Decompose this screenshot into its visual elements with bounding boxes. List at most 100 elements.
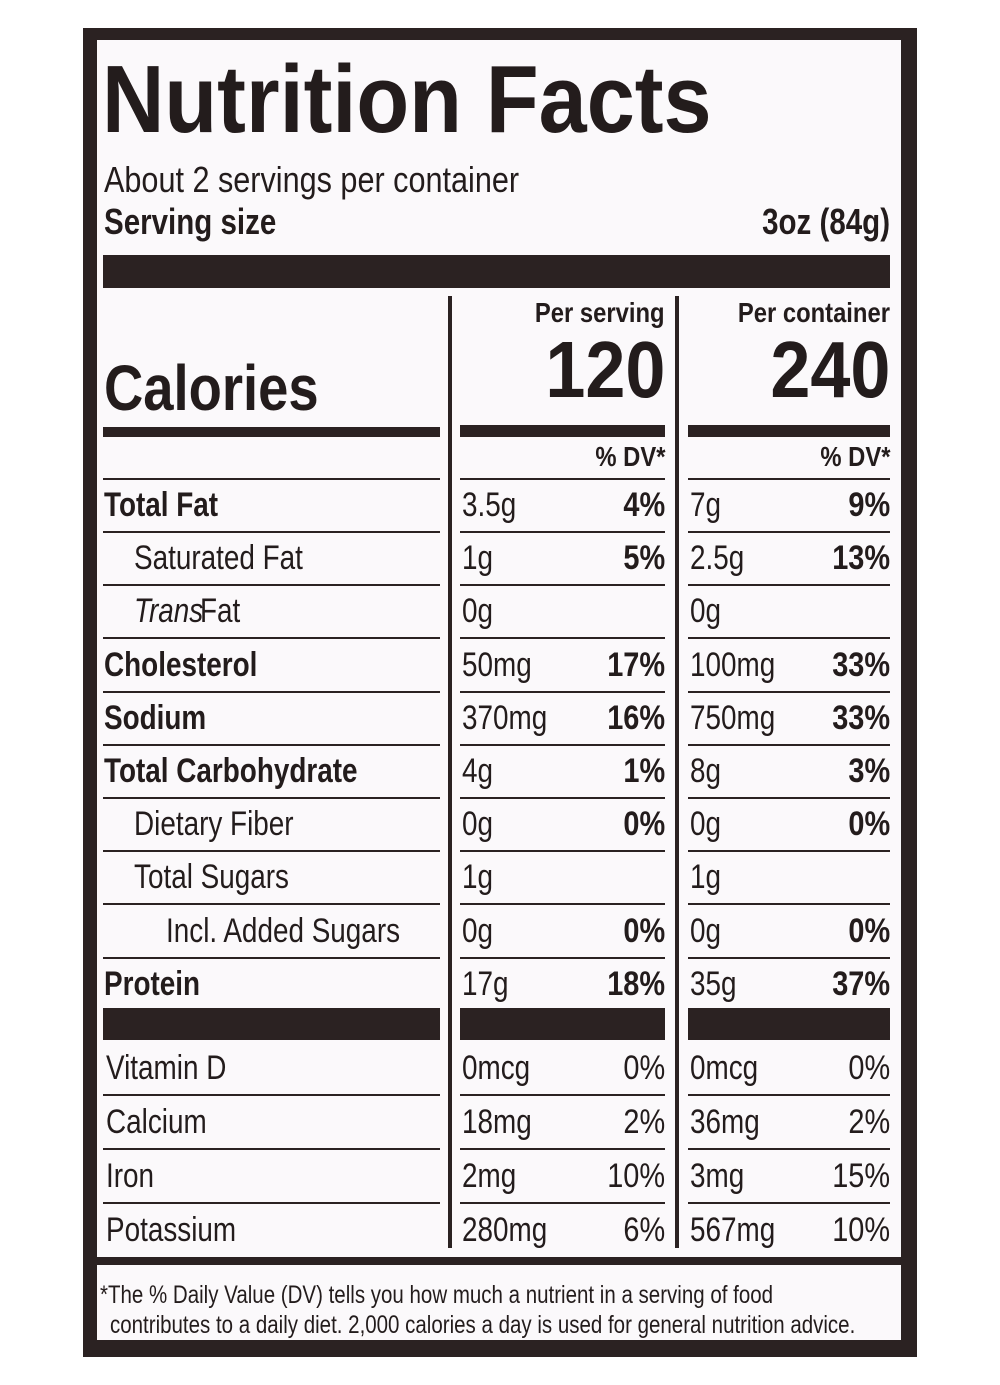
thick-rule: [97, 1257, 901, 1265]
daily-value: 13%: [832, 539, 890, 578]
daily-value: 0%: [848, 911, 890, 950]
serving-size-value: 3oz (84g): [762, 201, 890, 242]
nutrient-label: Sodium: [104, 698, 207, 737]
nutrient-label: Vitamin D: [106, 1049, 227, 1087]
amount: 100mg: [690, 645, 776, 684]
daily-value: 9%: [848, 486, 890, 524]
amount: 0mcg: [690, 1049, 759, 1087]
row-rule: [688, 903, 890, 906]
row-rule: [103, 743, 440, 746]
servings-per-container: About 2 servings per container: [104, 159, 520, 200]
nutrient-label: Fat: [200, 592, 241, 631]
row-rule: [460, 743, 665, 746]
row-rule: [460, 531, 665, 533]
daily-value: 2%: [848, 1103, 890, 1141]
daily-value: 2%: [623, 1103, 665, 1141]
nutrient-label: Total Carbohydrate: [104, 752, 358, 790]
amount: 1g: [462, 858, 494, 897]
amount: 750mg: [690, 698, 776, 737]
amount: 17g: [462, 964, 509, 1003]
row-rule: [103, 690, 440, 693]
amount: 1g: [690, 858, 722, 897]
row-rule: [688, 690, 890, 693]
amount: 0g: [462, 805, 494, 844]
row-rule: [688, 637, 890, 640]
nutrient-label: Trans: [134, 592, 204, 631]
row-rule: [103, 903, 440, 906]
daily-value: 6%: [623, 1211, 665, 1249]
nutrient-label: Iron: [106, 1157, 155, 1195]
daily-value: 0%: [848, 805, 890, 844]
medium-rule: [460, 425, 665, 437]
amount: 3mg: [690, 1157, 745, 1195]
row-rule: [460, 956, 665, 959]
nutrient-label: Total Fat: [104, 486, 219, 524]
column-divider: [448, 296, 452, 1248]
amount: 0g: [462, 911, 494, 950]
amount: 50mg: [462, 645, 532, 684]
row-rule: [103, 478, 440, 480]
row-rule: [460, 1094, 665, 1096]
row-rule: [103, 1148, 440, 1150]
row-rule: [688, 531, 890, 533]
nutrient-label: Incl. Added Sugars: [166, 911, 401, 950]
nutrient-label: Potassium: [106, 1211, 237, 1249]
daily-value: 33%: [832, 698, 890, 737]
nutrient-label: Calcium: [106, 1103, 207, 1141]
row-rule: [460, 1202, 665, 1204]
daily-value: 0%: [848, 1049, 890, 1087]
daily-value: 1%: [623, 752, 665, 790]
amount: 7g: [690, 486, 722, 524]
dv-header: % DV*: [594, 441, 665, 472]
amount: 8g: [690, 752, 722, 790]
daily-value: 10%: [607, 1157, 665, 1195]
row-rule: [103, 1202, 440, 1204]
daily-value: 5%: [623, 539, 665, 578]
daily-value: 10%: [832, 1211, 890, 1249]
row-rule: [460, 1148, 665, 1150]
amount: 2.5g: [690, 539, 745, 578]
row-rule: [460, 850, 665, 853]
amount: 0g: [690, 911, 722, 950]
amount: 0mcg: [462, 1049, 531, 1087]
row-rule: [103, 850, 440, 853]
row-rule: [688, 956, 890, 959]
row-rule: [460, 797, 665, 799]
daily-value: 15%: [832, 1157, 890, 1195]
serving-size-label: Serving size: [104, 201, 277, 242]
calories-value: 240: [769, 325, 890, 414]
thick-rule: [103, 1008, 440, 1040]
column-header: Per container: [737, 297, 890, 328]
amount: 2mg: [462, 1157, 517, 1195]
row-rule: [460, 690, 665, 693]
amount: 567mg: [690, 1211, 776, 1249]
nutrient-label: Total Sugars: [134, 858, 289, 897]
row-rule: [688, 1202, 890, 1204]
amount: 0g: [690, 805, 722, 844]
row-rule: [103, 956, 440, 959]
nutrient-label: Dietary Fiber: [134, 805, 294, 844]
row-rule: [103, 531, 440, 533]
daily-value: 37%: [832, 964, 890, 1003]
nutrient-label: Saturated Fat: [134, 539, 303, 578]
daily-value: 4%: [623, 486, 665, 524]
row-rule: [103, 1094, 440, 1096]
row-rule: [460, 584, 665, 587]
amount: 35g: [690, 964, 737, 1003]
daily-value: 0%: [623, 805, 665, 844]
daily-value: 17%: [607, 645, 665, 684]
dv-header: % DV*: [819, 441, 890, 472]
nutrient-label: Cholesterol: [104, 645, 258, 684]
row-rule: [460, 637, 665, 640]
column-header: Per serving: [535, 297, 665, 328]
amount: 0g: [462, 592, 494, 631]
row-rule: [103, 637, 440, 640]
amount: 0g: [690, 592, 722, 631]
amount: 280mg: [462, 1211, 548, 1249]
footnote: *The % Daily Value (DV) tells you how mu…: [100, 1280, 774, 1309]
row-rule: [688, 743, 890, 746]
column-divider: [675, 296, 679, 1248]
thick-rule: [460, 1008, 665, 1040]
daily-value: 18%: [607, 964, 665, 1003]
